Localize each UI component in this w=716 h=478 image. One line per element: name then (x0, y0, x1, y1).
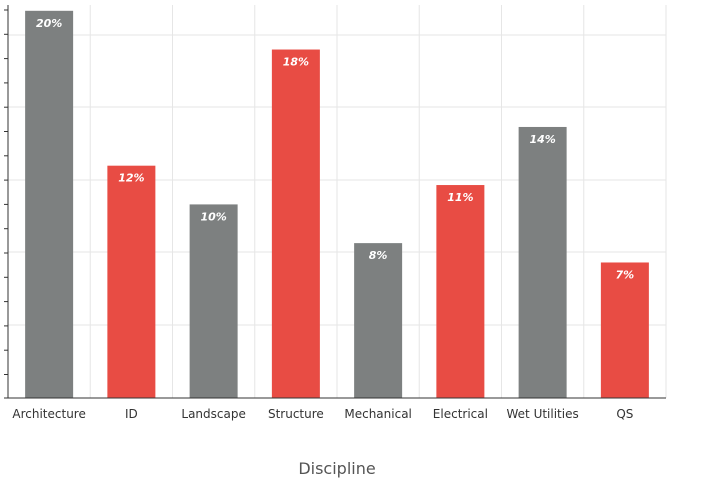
bars (25, 10, 649, 398)
data-label: 14% (529, 133, 555, 146)
bar-architecture[interactable] (25, 10, 74, 398)
data-label: 7% (616, 268, 635, 281)
x-tick-labels: Architecture ID Landscape Structure Mechanic… (12, 407, 633, 421)
bar-qs[interactable] (600, 262, 649, 398)
bar-mechanical[interactable] (354, 243, 403, 398)
data-label: 12% (118, 172, 144, 185)
x-tick-label: QS (616, 407, 633, 421)
gridlines (8, 5, 667, 398)
x-tick-label: Landscape (181, 407, 245, 421)
bar-electrical[interactable] (436, 185, 485, 398)
data-label: 11% (447, 191, 473, 204)
x-tick-label: Architecture (12, 407, 85, 421)
data-label: 18% (283, 56, 309, 69)
data-labels: 20% 12% 10% 18% 8% 11% 14% 7% (36, 17, 634, 282)
bar-landscape[interactable] (189, 204, 238, 398)
data-label: 20% (36, 17, 62, 30)
data-label: 10% (200, 210, 226, 223)
x-tick-label: Mechanical (344, 407, 412, 421)
data-label: 8% (369, 249, 388, 262)
bar-structure[interactable] (271, 49, 320, 398)
x-tick-label: Structure (268, 407, 324, 421)
x-tick-label: Electrical (433, 407, 488, 421)
x-tick-label: Wet Utilities (507, 407, 579, 421)
x-axis-title: Discipline (298, 459, 375, 478)
bar-wet-utilities[interactable] (518, 126, 567, 398)
x-tick-label: ID (125, 407, 138, 421)
bar-id[interactable] (107, 165, 156, 398)
axes (4, 5, 666, 399)
